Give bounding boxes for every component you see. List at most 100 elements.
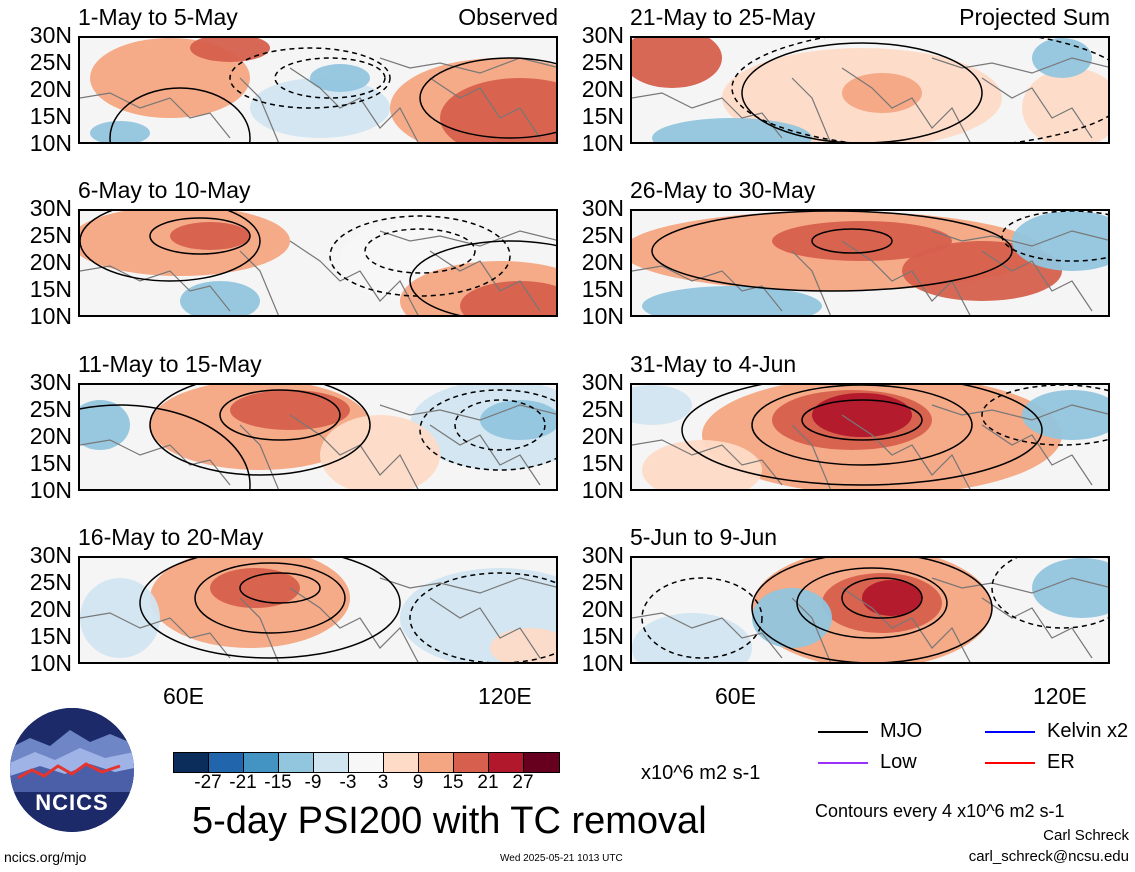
anomaly-shading <box>190 38 270 62</box>
lat-tick-label: 15N <box>581 450 624 476</box>
negative-contour <box>409 572 556 662</box>
lat-tick-label: 25N <box>581 222 624 248</box>
colorbar-tick-label: 9 <box>412 772 424 793</box>
map-panel <box>78 209 558 317</box>
lat-tick-label: 10N <box>581 650 624 676</box>
negative-contour <box>641 577 763 659</box>
legend-item-low: Low <box>818 751 917 774</box>
anomaly-shading <box>210 568 300 608</box>
negative-contour <box>981 385 1108 446</box>
map-plot <box>632 38 1108 142</box>
colorbar-swatch <box>419 753 454 772</box>
mjo-contour <box>80 211 261 282</box>
lat-tick-label: 25N <box>581 396 624 422</box>
lat-tick-label: 20N <box>29 596 72 622</box>
author-email: carl_schreck@ncsu.edu <box>968 848 1129 865</box>
colorbar-swatch <box>524 753 559 772</box>
negative-contour <box>329 215 511 297</box>
chart-title: 5-day PSI200 with TC removal <box>192 800 707 842</box>
panel-corner-label: Observed <box>458 4 558 30</box>
mjo-contour <box>801 399 923 441</box>
lat-tick-label: 20N <box>581 596 624 622</box>
colorbar-tick-label: 15 <box>442 772 464 793</box>
lat-tick-label: 15N <box>581 623 624 649</box>
lat-tick-label: 25N <box>29 396 72 422</box>
colorbar-tick-label: -21 <box>229 772 257 793</box>
anomaly-shading <box>642 440 762 489</box>
legend-item-kelvin: Kelvin x2 <box>985 720 1128 743</box>
lat-tick-label: 20N <box>581 423 624 449</box>
anomaly-shading <box>632 385 692 425</box>
panel-title: 16-May to 20-May <box>78 524 264 550</box>
lat-tick-label: 15N <box>29 103 72 129</box>
colorbar-units: x10^6 m2 s-1 <box>641 762 761 784</box>
negative-contour <box>1001 211 1108 262</box>
coastline <box>632 57 1108 142</box>
anomaly-shading <box>862 580 922 616</box>
panel-corner-label: Projected Sum <box>959 4 1110 30</box>
coastline <box>80 577 556 662</box>
anomaly-shading <box>80 400 130 450</box>
map-panel <box>630 383 1110 491</box>
lat-tick-label: 30N <box>581 22 624 48</box>
legend-label-er: ER <box>1047 751 1075 773</box>
anomaly-shading <box>842 73 922 113</box>
contour-note: Contours every 4 x10^6 m2 s-1 <box>815 801 1065 821</box>
anomaly-shading <box>632 613 752 662</box>
mjo-contour <box>149 217 251 255</box>
colorbar-swatch <box>244 753 279 772</box>
panel-title: 26-May to 30-May <box>630 177 816 203</box>
colorbar-tick-label: -15 <box>264 772 292 793</box>
colorbar-swatch <box>279 753 314 772</box>
lat-tick-label: 10N <box>29 477 72 503</box>
timestamp: Wed 2025-05-21 1013 UTC <box>500 853 623 864</box>
anomaly-shading <box>642 286 822 315</box>
anomaly-shading <box>1022 68 1108 142</box>
logo-text: NCICS <box>35 790 109 815</box>
mjo-contour <box>219 389 341 441</box>
lat-tick-label: 30N <box>29 195 72 221</box>
lat-tick-label: 15N <box>29 276 72 302</box>
negative-contour <box>454 399 546 451</box>
lat-tick-label: 20N <box>29 423 72 449</box>
anomaly-shading <box>812 393 912 437</box>
colorbar-swatch <box>454 753 489 772</box>
colorbar-swatch <box>489 753 524 772</box>
lat-tick-label: 25N <box>29 569 72 595</box>
lat-tick-label: 30N <box>29 369 72 395</box>
map-plot <box>632 211 1108 315</box>
mjo-contour <box>751 385 973 466</box>
anomaly-shading <box>1032 38 1092 78</box>
mjo-contour <box>139 558 401 659</box>
anomaly-shading <box>480 400 556 440</box>
mjo-contour <box>841 577 923 619</box>
mjo-contour <box>419 57 556 139</box>
lat-tick-label: 30N <box>581 369 624 395</box>
map-plot <box>80 558 556 662</box>
colorbar-tick-label: -9 <box>304 772 322 793</box>
mjo-contour <box>239 572 321 604</box>
lat-tick-label: 15N <box>581 276 624 302</box>
coastline <box>80 230 556 315</box>
panel-title: 6-May to 10-May <box>78 177 251 203</box>
panel-title: 21-May to 25-May <box>630 4 816 30</box>
colorbar <box>173 752 560 773</box>
lat-tick-label: 20N <box>581 249 624 275</box>
lat-tick-label: 10N <box>581 477 624 503</box>
coastline <box>632 577 1108 662</box>
legend-item-er: ER <box>985 751 1075 774</box>
lat-tick-label: 10N <box>29 650 72 676</box>
colorbar-swatch <box>314 753 349 772</box>
lat-tick-label: 25N <box>29 222 72 248</box>
negative-contour <box>364 228 476 274</box>
legend-line-er <box>985 761 1035 764</box>
panel-title: 1-May to 5-May <box>78 4 238 30</box>
colorbar-tick-label: -27 <box>194 772 222 793</box>
mjo-contour <box>109 87 251 142</box>
anomaly-shading <box>752 588 832 648</box>
lat-tick-label: 10N <box>581 303 624 329</box>
lon-tick-label: 120E <box>1033 683 1087 709</box>
logo-mountains-graphic <box>10 708 134 832</box>
lat-tick-label: 30N <box>29 22 72 48</box>
mjo-contour <box>194 562 346 634</box>
